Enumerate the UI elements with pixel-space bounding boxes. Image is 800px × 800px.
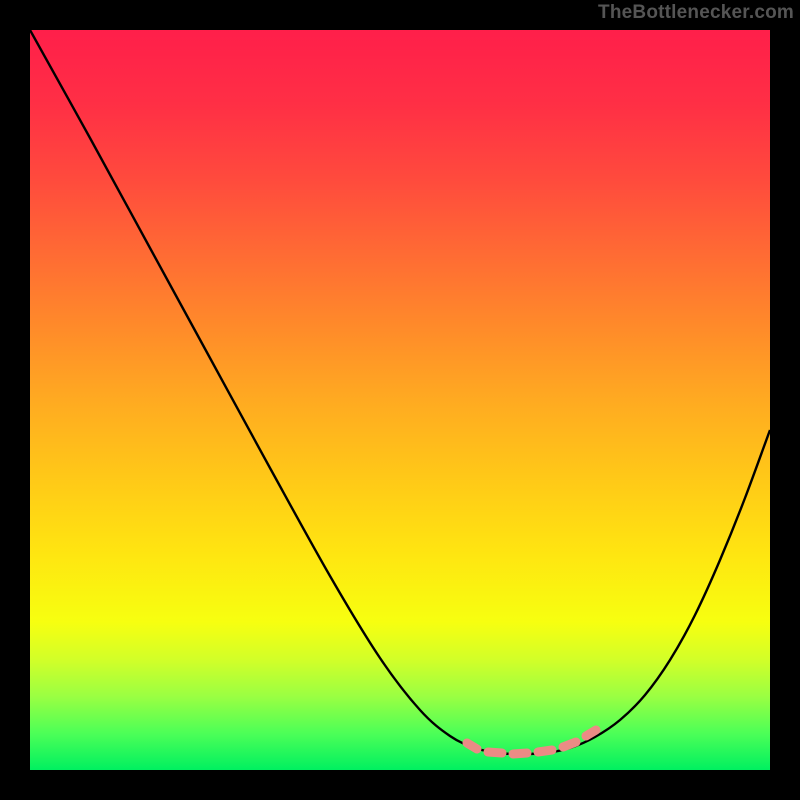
minimum-segment — [538, 750, 552, 752]
minimum-segment — [586, 730, 596, 736]
plot-area — [30, 30, 770, 770]
minimum-segment — [467, 743, 477, 749]
minimum-segment — [563, 742, 576, 747]
bottleneck-curve — [30, 30, 770, 754]
curve-overlay — [30, 30, 770, 770]
minimum-highlight-band — [467, 730, 596, 754]
watermark-text: TheBottlenecker.com — [598, 2, 794, 24]
minimum-segment — [488, 752, 502, 753]
minimum-segment — [513, 753, 527, 754]
chart-frame: TheBottlenecker.com — [0, 0, 800, 800]
